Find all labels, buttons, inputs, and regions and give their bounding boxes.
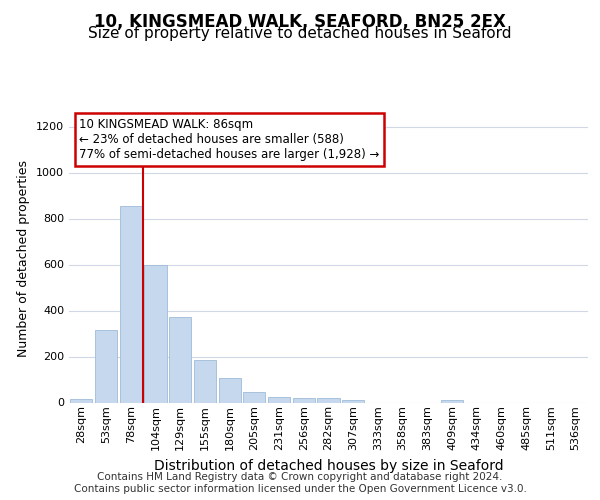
X-axis label: Distribution of detached houses by size in Seaford: Distribution of detached houses by size … — [154, 458, 503, 472]
Text: Contains HM Land Registry data © Crown copyright and database right 2024.
Contai: Contains HM Land Registry data © Crown c… — [74, 472, 526, 494]
Bar — [268, 398, 290, 402]
Bar — [145, 264, 167, 402]
Y-axis label: Number of detached properties: Number of detached properties — [17, 160, 31, 357]
Text: Size of property relative to detached houses in Seaford: Size of property relative to detached ho… — [88, 26, 512, 41]
Bar — [293, 398, 315, 402]
Bar — [342, 400, 364, 402]
Bar — [194, 360, 216, 403]
Bar — [243, 392, 265, 402]
Text: 10 KINGSMEAD WALK: 86sqm
← 23% of detached houses are smaller (588)
77% of semi-: 10 KINGSMEAD WALK: 86sqm ← 23% of detach… — [79, 118, 380, 161]
Bar — [441, 400, 463, 402]
Text: 10, KINGSMEAD WALK, SEAFORD, BN25 2EX: 10, KINGSMEAD WALK, SEAFORD, BN25 2EX — [94, 12, 506, 30]
Bar — [95, 330, 117, 402]
Bar — [317, 398, 340, 402]
Bar — [70, 399, 92, 402]
Bar — [119, 206, 142, 402]
Bar — [169, 318, 191, 402]
Bar — [218, 378, 241, 402]
